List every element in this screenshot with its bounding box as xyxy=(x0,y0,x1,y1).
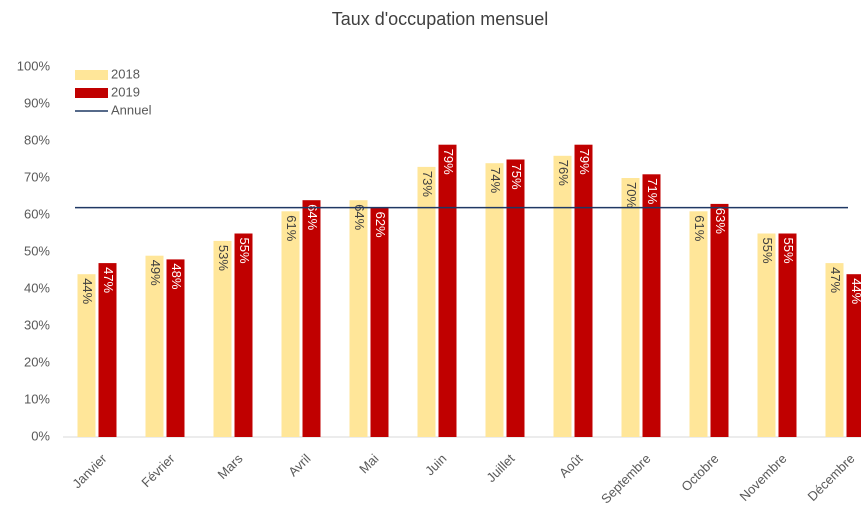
value-label: 71% xyxy=(645,178,660,204)
value-label: 49% xyxy=(148,260,163,286)
bar xyxy=(281,211,300,437)
y-tick-label: 90% xyxy=(24,95,50,110)
value-label: 47% xyxy=(101,267,116,293)
x-tick-label: Décembre xyxy=(805,451,858,504)
bar xyxy=(485,163,504,437)
bar xyxy=(710,203,729,437)
legend-swatch xyxy=(75,70,108,80)
bar xyxy=(825,263,844,437)
bar xyxy=(438,144,457,437)
value-label: 44% xyxy=(80,278,95,304)
bar xyxy=(757,233,776,437)
x-tick-label: Avril xyxy=(285,451,313,479)
value-label: 76% xyxy=(556,160,571,186)
bar xyxy=(77,274,96,437)
x-tick-label: Septembre xyxy=(598,451,654,507)
y-tick-label: 10% xyxy=(24,391,50,406)
bar xyxy=(846,274,861,437)
value-label: 62% xyxy=(373,212,388,238)
value-label: 74% xyxy=(488,167,503,193)
value-label: 79% xyxy=(577,149,592,175)
bar xyxy=(98,263,117,437)
bar xyxy=(506,159,525,437)
value-label: 64% xyxy=(352,204,367,230)
legend-label: Annuel xyxy=(111,102,152,117)
y-tick-label: 0% xyxy=(31,428,50,443)
legend-swatch xyxy=(75,88,108,98)
bar xyxy=(689,211,708,437)
y-tick-label: 20% xyxy=(24,354,50,369)
value-label: 53% xyxy=(216,245,231,271)
bar xyxy=(349,200,368,437)
bar xyxy=(370,207,389,437)
x-tick-label: Février xyxy=(138,450,178,490)
y-tick-label: 50% xyxy=(24,243,50,258)
y-tick-label: 60% xyxy=(24,206,50,221)
bar xyxy=(234,233,253,437)
value-label: 55% xyxy=(781,238,796,264)
value-label: 73% xyxy=(420,171,435,197)
value-label: 63% xyxy=(713,208,728,234)
value-label: 55% xyxy=(760,238,775,264)
legend-label: 2019 xyxy=(111,84,140,99)
bar xyxy=(642,174,661,438)
chart-title: Taux d'occupation mensuel xyxy=(332,9,549,29)
value-label: 64% xyxy=(305,204,320,230)
value-label: 48% xyxy=(169,263,184,289)
value-label: 61% xyxy=(692,215,707,241)
value-label: 44% xyxy=(849,278,861,304)
value-label: 55% xyxy=(237,238,252,264)
y-tick-label: 100% xyxy=(17,58,51,73)
x-tick-label: Mars xyxy=(215,451,246,482)
bar xyxy=(213,240,232,437)
y-tick-label: 70% xyxy=(24,169,50,184)
value-label: 47% xyxy=(828,267,843,293)
value-label: 75% xyxy=(509,164,524,190)
x-tick-label: Juillet xyxy=(483,451,517,485)
value-label: 70% xyxy=(624,182,639,208)
y-tick-label: 40% xyxy=(24,280,50,295)
x-tick-label: Juin xyxy=(422,451,449,478)
bar xyxy=(553,155,572,438)
y-tick-label: 30% xyxy=(24,317,50,332)
bar xyxy=(574,144,593,437)
bar xyxy=(145,255,164,437)
bar xyxy=(621,178,640,437)
x-tick-label: Janvier xyxy=(69,450,110,491)
y-tick-label: 80% xyxy=(24,132,50,147)
x-tick-label: Novembre xyxy=(737,451,790,504)
value-label: 61% xyxy=(284,215,299,241)
x-tick-label: Mai xyxy=(356,451,381,476)
x-tick-label: Août xyxy=(556,451,586,481)
x-tick-label: Octobre xyxy=(678,451,721,494)
bar xyxy=(417,166,436,437)
bar xyxy=(302,200,321,437)
legend-label: 2018 xyxy=(111,66,140,81)
bar xyxy=(166,259,185,437)
value-label: 79% xyxy=(441,149,456,175)
bar xyxy=(778,233,797,437)
